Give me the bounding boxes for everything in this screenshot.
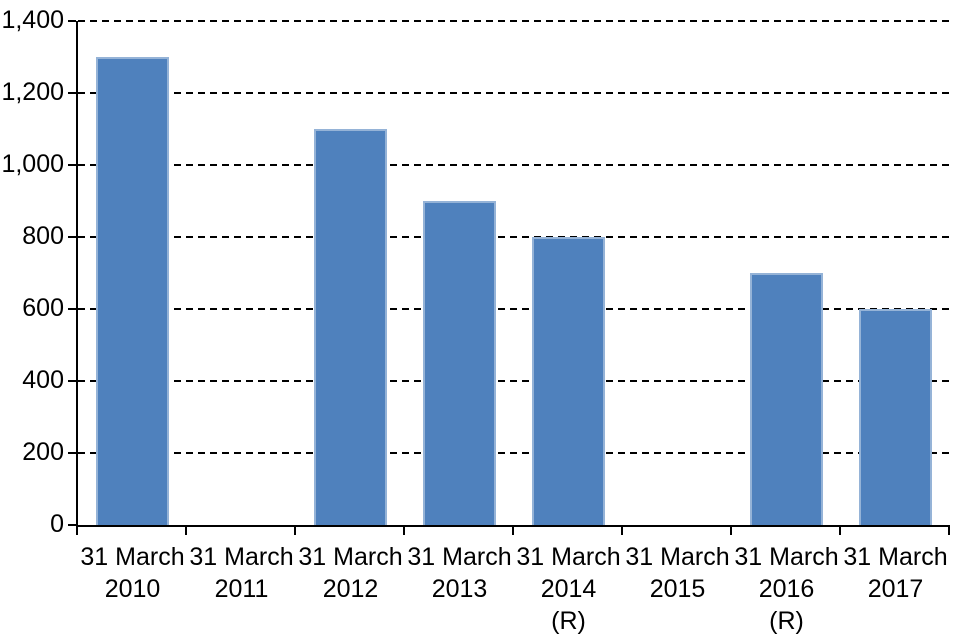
x-axis-tick xyxy=(294,527,296,535)
x-axis-label-line: 2013 xyxy=(431,575,488,603)
x-axis-label-line: 31 March xyxy=(189,543,294,571)
bar-31march-2012 xyxy=(314,129,387,525)
gridline-400 xyxy=(78,380,950,382)
bar-31march-2016-r xyxy=(750,273,823,525)
bar-31march-2017 xyxy=(859,309,932,525)
x-axis-label-line: 2011 xyxy=(214,575,269,603)
x-axis-label-line: 31 March xyxy=(734,543,839,571)
x-axis-label-line: (R) xyxy=(769,607,804,635)
y-axis-tick xyxy=(68,452,76,454)
x-axis-label-line: 31 March xyxy=(625,543,730,571)
y-axis-label: 200 xyxy=(22,438,64,466)
x-axis-category-label: 31 March 2017 xyxy=(841,541,950,605)
x-axis-label-line: 2010 xyxy=(104,575,161,603)
y-axis-tick xyxy=(68,380,76,382)
gridline-1000 xyxy=(78,164,950,166)
x-axis-label-line: 31 March xyxy=(843,543,948,571)
gridline-600 xyxy=(78,308,950,310)
x-axis-category-label: 31 March 2016 (R) xyxy=(732,541,841,637)
x-axis-label-line: 31 March xyxy=(516,543,621,571)
y-axis-label: 800 xyxy=(22,222,64,250)
x-axis-label-line: 2015 xyxy=(649,575,706,603)
x-axis-tick xyxy=(839,527,841,535)
x-axis-tick xyxy=(730,527,732,535)
bar-31march-2013 xyxy=(423,201,496,525)
x-axis-category-label: 31 March 2014 (R) xyxy=(514,541,623,637)
y-axis-tick xyxy=(68,92,76,94)
x-axis-category-label: 31 March 2013 xyxy=(405,541,514,605)
y-axis-line xyxy=(76,21,78,527)
y-axis-tick xyxy=(68,524,76,526)
x-axis-label-line: 31 March xyxy=(80,543,185,571)
x-axis-category-label: 31 March 2010 xyxy=(78,541,187,605)
y-axis-label: 400 xyxy=(22,366,64,394)
gridline-1200 xyxy=(78,92,950,94)
x-axis-label-line: 2017 xyxy=(867,575,924,603)
plot-area xyxy=(78,20,950,525)
y-axis-tick xyxy=(68,164,76,166)
x-axis-category-label: 31 March 2011 xyxy=(187,541,296,605)
gridline-1400 xyxy=(78,20,950,22)
x-axis-label-line: 31 March xyxy=(407,543,512,571)
y-axis-label: 600 xyxy=(22,294,64,322)
gridline-800 xyxy=(78,236,950,238)
x-axis-tick xyxy=(185,527,187,535)
y-axis-tick xyxy=(68,236,76,238)
y-axis-tick xyxy=(68,308,76,310)
x-axis-tick xyxy=(76,527,78,535)
gridline-200 xyxy=(78,452,950,454)
y-axis-label: 1,000 xyxy=(1,150,64,178)
x-axis-label-line: 2014 xyxy=(540,575,597,603)
y-axis-label: 0 xyxy=(50,510,64,538)
x-axis-tick xyxy=(512,527,514,535)
x-axis-category-label: 31 March 2015 xyxy=(623,541,732,605)
x-axis-tick xyxy=(948,527,950,535)
y-axis-label: 1,200 xyxy=(1,78,64,106)
x-axis-label-line: 31 March xyxy=(298,543,403,571)
x-axis-line xyxy=(76,525,950,527)
y-axis-label: 1,400 xyxy=(1,6,64,34)
x-axis-label-line: (R) xyxy=(551,607,586,635)
y-axis-tick xyxy=(68,20,76,22)
x-axis-tick xyxy=(621,527,623,535)
x-axis-tick xyxy=(403,527,405,535)
x-axis-label-line: 2012 xyxy=(322,575,379,603)
bar-31march-2014-r xyxy=(532,237,605,525)
x-axis-label-line: 2016 xyxy=(758,575,815,603)
x-axis-category-label: 31 March 2012 xyxy=(296,541,405,605)
bar-31march-2010 xyxy=(96,57,169,525)
